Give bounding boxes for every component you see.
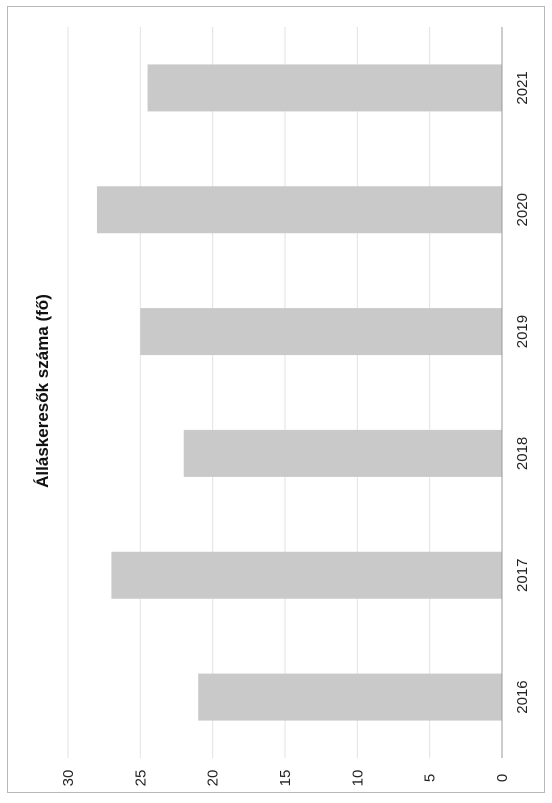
bar-2020 <box>96 186 502 234</box>
bar-2021 <box>147 64 503 112</box>
category-tick-label: 2020 <box>514 193 531 226</box>
bar-2017 <box>111 551 503 599</box>
value-tick-label: 10 <box>349 770 366 787</box>
value-tick-label: 15 <box>277 770 294 787</box>
category-tick-label: 2019 <box>514 315 531 348</box>
category-tick-label: 2016 <box>514 680 531 713</box>
value-tick-label: 25 <box>132 770 149 787</box>
category-tick-label: 2021 <box>514 71 531 104</box>
tick-labels: 0 5 10 15 20 25 30 2016 2017 2018 2019 2020 2021 <box>60 71 531 786</box>
chart-title: Álláskeresők száma (fő) <box>33 294 52 488</box>
value-tick-label: 0 <box>494 774 511 782</box>
value-tick-label: 30 <box>60 770 77 787</box>
category-tick-label: 2018 <box>514 437 531 470</box>
bar-2016 <box>198 673 502 721</box>
value-tick-label: 5 <box>422 774 439 782</box>
bar-2018 <box>183 429 502 477</box>
bar-2019 <box>140 308 503 356</box>
chart-frame <box>7 6 545 793</box>
bars <box>96 64 503 721</box>
gridlines <box>67 27 431 758</box>
value-tick-label: 20 <box>205 770 222 787</box>
category-tick-label: 2017 <box>514 559 531 592</box>
